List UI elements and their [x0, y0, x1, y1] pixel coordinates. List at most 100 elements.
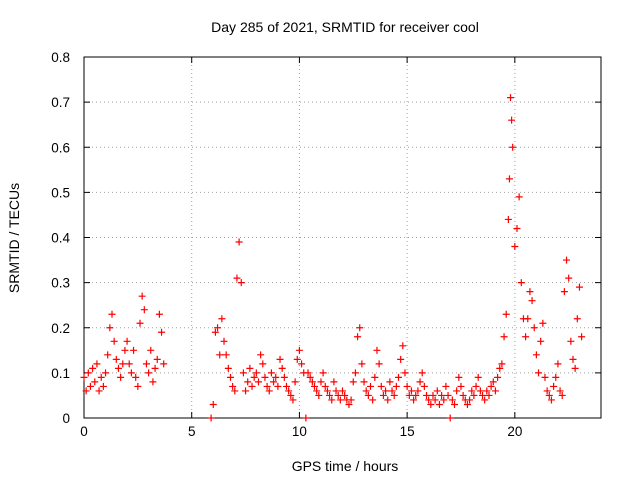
data-point [487, 382, 495, 390]
data-point [360, 378, 368, 386]
data-point [543, 387, 551, 395]
x-axis-label: GPS time / hours [292, 458, 399, 474]
data-point [248, 382, 256, 390]
y-tick-label: 0 [62, 411, 70, 426]
data-point [259, 360, 267, 368]
x-tick-label: 15 [400, 424, 415, 439]
data-point [560, 288, 568, 296]
data-point [547, 396, 555, 404]
data-point [508, 116, 516, 124]
data-point [356, 324, 364, 332]
data-point [537, 337, 545, 345]
data-point [573, 315, 581, 323]
data-point [127, 369, 135, 377]
data-point [351, 369, 359, 377]
data-point [479, 391, 487, 399]
data-point [252, 369, 260, 377]
data-point [295, 346, 303, 354]
data-point [345, 400, 353, 408]
data-point [114, 364, 122, 372]
data-point [382, 387, 390, 395]
data-point [246, 364, 254, 372]
y-tick-label: 0.8 [51, 50, 70, 65]
data-point [470, 391, 478, 399]
data-point [505, 175, 513, 183]
data-point [119, 360, 127, 368]
data-point [349, 378, 357, 386]
data-point [339, 387, 346, 395]
data-point [522, 333, 530, 341]
data-point [395, 373, 403, 381]
data-point [257, 351, 265, 359]
data-point [418, 369, 426, 377]
data-point [138, 292, 146, 300]
data-point [379, 391, 387, 399]
data-point [545, 391, 553, 399]
data-point [211, 328, 219, 336]
chart-title: Day 285 of 2021, SRMTID for receiver coo… [211, 19, 479, 35]
data-point [147, 346, 155, 354]
data-point [423, 391, 431, 399]
data-point [222, 351, 230, 359]
data-point [412, 391, 420, 399]
data-point [451, 400, 459, 408]
data-point [214, 324, 222, 332]
data-point [535, 369, 543, 377]
data-point [136, 319, 144, 327]
data-point [274, 382, 282, 390]
data-point [231, 387, 239, 395]
data-point [155, 310, 163, 318]
data-point [91, 378, 99, 386]
data-point [254, 378, 262, 386]
data-point [554, 360, 562, 368]
data-point [401, 369, 409, 377]
data-point [442, 382, 450, 390]
data-point [323, 387, 331, 395]
data-point [82, 387, 90, 395]
data-point [289, 396, 297, 404]
data-point [216, 351, 224, 359]
data-point [498, 360, 506, 368]
data-point [541, 373, 549, 381]
data-point [440, 396, 448, 404]
data-point [313, 387, 321, 395]
data-point [317, 378, 325, 386]
data-point [242, 387, 250, 395]
data-point [567, 337, 575, 345]
x-tick-label: 0 [80, 424, 88, 439]
data-point [367, 382, 375, 390]
data-point [125, 360, 133, 368]
data-point [431, 396, 439, 404]
data-point [489, 378, 497, 386]
data-point [502, 310, 510, 318]
data-point [530, 324, 538, 332]
data-point [270, 378, 278, 386]
data-point [474, 373, 482, 381]
data-point [233, 274, 241, 282]
data-point [341, 391, 349, 399]
data-point [410, 396, 418, 404]
data-point [390, 391, 398, 399]
data-point [263, 382, 271, 390]
data-point [392, 382, 400, 390]
data-point [558, 391, 566, 399]
data-point [565, 274, 573, 282]
data-point [444, 391, 452, 399]
y-tick-label: 0.7 [51, 95, 70, 110]
data-point [459, 391, 467, 399]
data-point [504, 215, 512, 223]
data-point [298, 360, 306, 368]
data-point [104, 351, 112, 359]
data-point [160, 360, 168, 368]
data-point [526, 288, 534, 296]
data-point [130, 346, 138, 354]
data-point [362, 387, 370, 395]
data-point [507, 94, 515, 102]
data-point [575, 283, 583, 291]
y-tick-label: 0.1 [51, 366, 70, 381]
data-point [427, 400, 435, 408]
y-tick-label: 0.6 [51, 140, 70, 155]
data-point [315, 391, 323, 399]
data-point [151, 364, 159, 372]
